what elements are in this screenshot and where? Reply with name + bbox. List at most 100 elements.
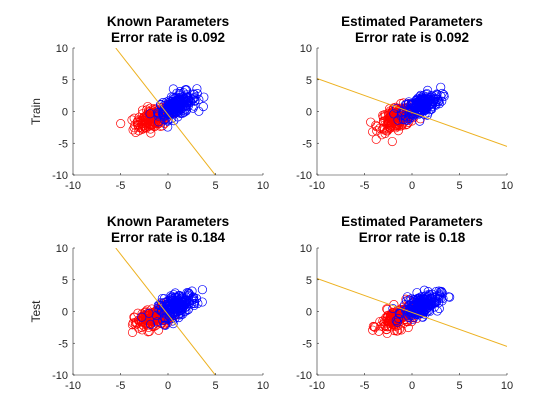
point-class-pos xyxy=(183,297,193,307)
y-tick-label: -5 xyxy=(58,338,68,350)
y-tick-label: -10 xyxy=(52,170,68,182)
point-class-pos xyxy=(423,287,433,297)
point-class-neg xyxy=(143,114,153,124)
point-class-pos xyxy=(418,312,428,322)
point-class-pos xyxy=(160,320,170,330)
point-class-pos xyxy=(432,306,442,316)
subplot-title-line1: Known Parameters xyxy=(107,214,229,229)
point-class-pos xyxy=(167,302,177,312)
point-class-pos xyxy=(146,319,156,329)
y-tick-label: -10 xyxy=(296,370,312,382)
point-class-pos xyxy=(434,293,444,304)
point-class-pos xyxy=(437,88,447,98)
subplot-title-line2: Error rate is 0.18 xyxy=(359,230,466,245)
point-class-pos xyxy=(417,93,427,103)
point-class-neg xyxy=(132,319,142,329)
point-class-neg xyxy=(366,117,376,127)
point-class-neg xyxy=(389,325,399,336)
point-class-pos xyxy=(416,104,426,114)
y-tick-label: 0 xyxy=(62,107,68,119)
point-class-neg xyxy=(378,322,389,332)
y-tick-label: 5 xyxy=(62,75,68,87)
point-class-neg xyxy=(127,327,138,337)
point-class-pos xyxy=(394,308,404,318)
subplot-title-line2: Error rate is 0.184 xyxy=(111,230,226,245)
point-class-pos xyxy=(192,84,202,94)
point-class-neg xyxy=(134,112,144,122)
point-class-pos xyxy=(437,296,447,306)
point-class-neg xyxy=(387,136,397,147)
point-class-neg xyxy=(378,110,388,121)
point-class-pos xyxy=(439,91,449,101)
point-class-pos xyxy=(168,84,178,94)
point-class-neg xyxy=(387,308,397,318)
x-tick-label: -5 xyxy=(360,380,370,392)
y-tick-label: -5 xyxy=(302,138,312,150)
point-class-pos xyxy=(137,312,147,322)
point-class-neg xyxy=(387,110,397,120)
point-class-pos xyxy=(426,299,436,309)
point-class-pos xyxy=(403,99,413,109)
point-class-neg xyxy=(403,322,413,333)
point-class-pos xyxy=(181,295,191,305)
y-axis-label: Train xyxy=(29,98,43,125)
y-tick-label: 10 xyxy=(56,243,68,255)
decision-boundary xyxy=(317,78,507,147)
point-class-neg xyxy=(127,115,137,125)
point-class-pos xyxy=(444,292,454,302)
subplot-title-line1: Estimated Parameters xyxy=(341,14,483,29)
point-class-pos xyxy=(419,94,429,104)
point-class-pos xyxy=(398,115,408,125)
point-class-neg xyxy=(396,325,406,335)
point-class-pos xyxy=(402,292,412,302)
y-tick-label: -10 xyxy=(296,170,312,182)
point-class-neg xyxy=(131,127,141,137)
y-tick-label: 10 xyxy=(300,43,312,55)
scatter-points xyxy=(368,285,455,338)
point-class-pos xyxy=(389,109,399,119)
point-class-pos xyxy=(173,300,183,310)
point-class-pos xyxy=(183,95,193,105)
point-class-pos xyxy=(158,316,168,326)
point-class-pos xyxy=(161,107,171,117)
point-class-pos xyxy=(156,300,166,310)
x-tick-label: 0 xyxy=(165,380,171,392)
point-class-pos xyxy=(162,302,172,312)
point-class-pos xyxy=(182,100,192,110)
x-tick-label: -5 xyxy=(360,180,370,192)
subplot-title-line1: Known Parameters xyxy=(107,14,229,29)
x-tick-label: 0 xyxy=(165,180,171,192)
point-class-neg xyxy=(134,323,144,333)
point-class-neg xyxy=(147,120,158,130)
point-class-pos xyxy=(415,104,425,115)
point-class-pos xyxy=(169,290,179,300)
x-tick-label: -10 xyxy=(65,380,81,392)
point-class-pos xyxy=(170,288,180,298)
x-tick-label: -10 xyxy=(309,380,325,392)
point-class-neg xyxy=(128,125,138,135)
point-class-pos xyxy=(197,297,207,307)
x-tick-label: -10 xyxy=(65,180,81,192)
decision-boundary xyxy=(115,48,216,175)
y-axis-label: Test xyxy=(29,300,43,323)
x-tick-label: -10 xyxy=(309,180,325,192)
point-class-neg xyxy=(138,313,148,324)
point-class-neg xyxy=(382,324,392,334)
point-class-pos xyxy=(188,89,198,99)
point-class-neg xyxy=(375,316,385,327)
x-tick-label: 10 xyxy=(501,380,513,392)
x-tick-label: 10 xyxy=(257,180,269,192)
y-tick-label: 0 xyxy=(306,307,312,319)
point-class-pos xyxy=(163,109,174,119)
point-class-pos xyxy=(192,294,202,304)
point-class-pos xyxy=(154,117,164,127)
point-class-pos xyxy=(163,299,173,309)
x-tick-label: 10 xyxy=(501,180,513,192)
point-class-pos xyxy=(183,288,194,298)
point-class-pos xyxy=(388,304,398,314)
x-tick-label: 0 xyxy=(409,380,415,392)
point-class-pos xyxy=(392,317,402,327)
point-class-pos xyxy=(180,303,190,313)
